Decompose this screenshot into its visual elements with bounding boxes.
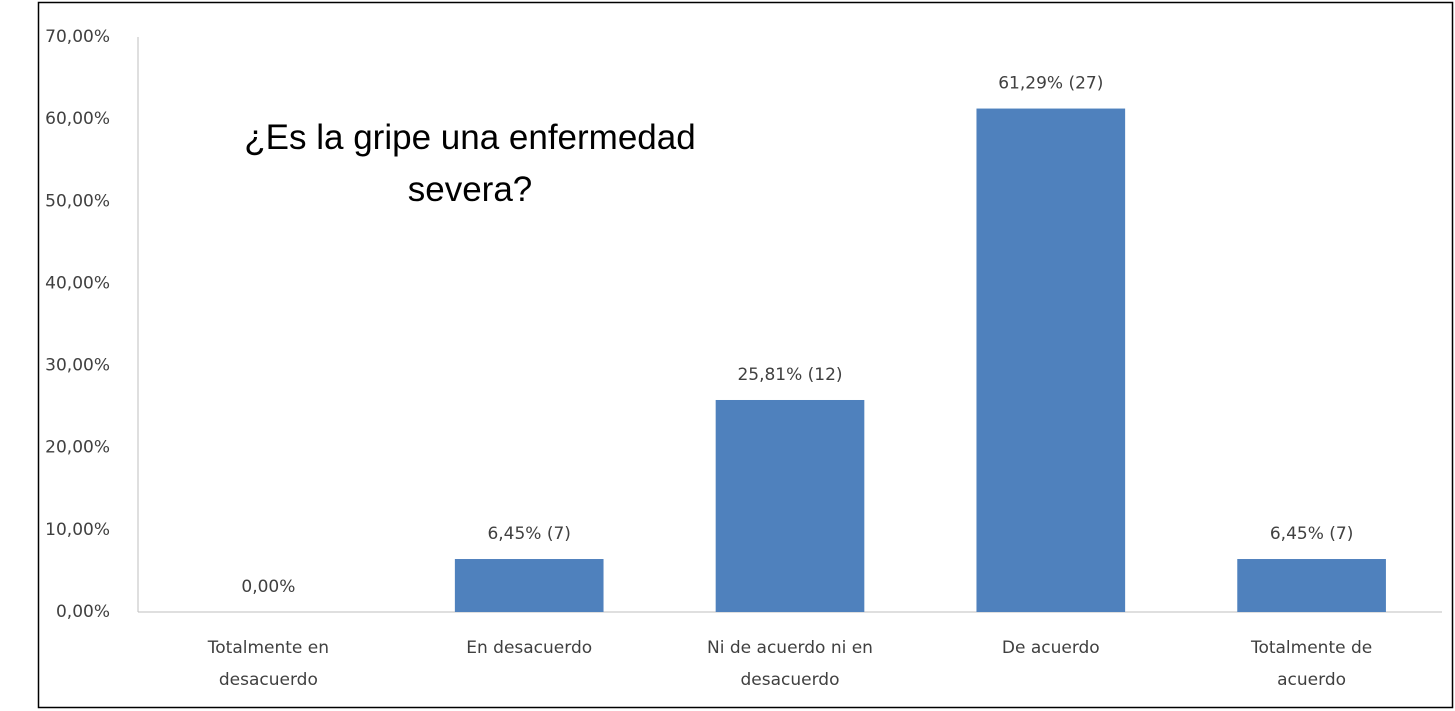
x-tick-label: Totalmente de acuerdo	[1250, 638, 1372, 690]
bar	[715, 399, 865, 612]
value-label: 61,29% (27)	[998, 74, 1103, 94]
y-tick-label: 20,00%	[45, 438, 110, 458]
x-tick-label: En desacuerdo	[466, 638, 592, 658]
x-tick-label: Totalmente en desacuerdo	[207, 638, 329, 690]
value-label: 6,45% (7)	[1270, 524, 1354, 544]
y-tick-label: 60,00%	[45, 109, 110, 129]
y-tick-label: 30,00%	[45, 356, 110, 376]
bar	[1237, 559, 1386, 612]
y-tick-label: 10,00%	[45, 520, 110, 540]
bar	[454, 559, 604, 612]
x-tick-label: De acuerdo	[1002, 638, 1100, 658]
value-label: 0,00%	[241, 577, 295, 597]
bar	[976, 108, 1126, 613]
value-label: 25,81% (12)	[737, 365, 842, 385]
chart-title: ¿Es la gripe una enfermedad severa?	[244, 118, 696, 209]
value-label: 6,45% (7)	[487, 524, 571, 544]
y-tick-label: 50,00%	[45, 191, 110, 211]
y-tick-label: 0,00%	[56, 602, 110, 622]
y-tick-label: 70,00%	[45, 27, 110, 47]
y-tick-label: 40,00%	[45, 273, 110, 293]
x-tick-label: Ni de acuerdo ni en desacuerdo	[707, 638, 873, 690]
